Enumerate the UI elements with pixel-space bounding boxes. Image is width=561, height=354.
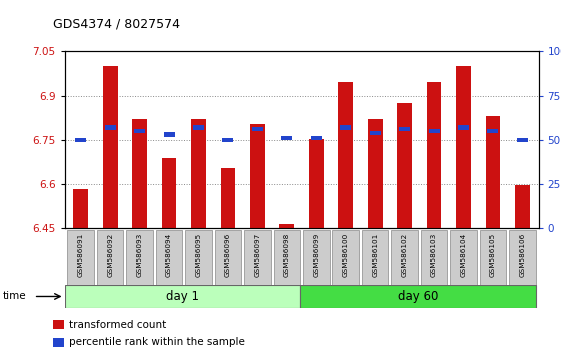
Text: GSM586092: GSM586092 [107, 233, 113, 277]
Text: GSM586101: GSM586101 [372, 233, 378, 277]
Text: GSM586094: GSM586094 [166, 233, 172, 277]
Text: GSM586095: GSM586095 [195, 233, 201, 277]
Bar [397, 103, 412, 228]
Bar [191, 119, 206, 228]
Bar [480, 230, 506, 285]
Bar [362, 230, 388, 285]
Bar [215, 230, 241, 285]
Bar [193, 125, 204, 130]
Bar [126, 230, 153, 285]
Bar [105, 125, 116, 130]
Bar [185, 230, 211, 285]
Bar [162, 158, 176, 228]
Bar [53, 320, 64, 329]
Bar [156, 230, 182, 285]
Bar [300, 285, 536, 308]
Text: GSM586093: GSM586093 [136, 233, 142, 277]
Bar [421, 230, 447, 285]
Text: GDS4374 / 8027574: GDS4374 / 8027574 [53, 17, 180, 30]
Bar [486, 116, 500, 228]
Text: GSM586091: GSM586091 [78, 233, 84, 277]
Bar [429, 129, 440, 133]
Bar [132, 119, 147, 228]
Bar [309, 139, 324, 228]
Bar [340, 125, 351, 130]
Bar [163, 132, 174, 137]
Text: GSM586098: GSM586098 [284, 233, 290, 277]
Bar [399, 127, 410, 131]
Bar [427, 82, 442, 228]
Text: time: time [3, 291, 26, 302]
Bar [67, 230, 94, 285]
Bar [222, 138, 233, 142]
Text: GSM586097: GSM586097 [254, 233, 260, 277]
Bar [274, 230, 300, 285]
Bar [311, 136, 322, 140]
Bar [333, 230, 359, 285]
Text: day 1: day 1 [166, 290, 199, 303]
Text: GSM586105: GSM586105 [490, 233, 496, 277]
Text: GSM586102: GSM586102 [402, 233, 408, 277]
Text: GSM586106: GSM586106 [519, 233, 525, 277]
Bar [370, 131, 381, 135]
Bar [509, 230, 536, 285]
Bar [65, 285, 300, 308]
Bar [456, 66, 471, 228]
Bar [450, 230, 477, 285]
Bar [517, 138, 528, 142]
Bar [281, 136, 292, 140]
Bar [392, 230, 418, 285]
Text: GSM586103: GSM586103 [431, 233, 437, 277]
Bar [250, 124, 265, 228]
Bar [73, 188, 88, 228]
Bar [279, 224, 294, 228]
Text: day 60: day 60 [398, 290, 438, 303]
Bar [252, 127, 263, 131]
Bar [134, 129, 145, 133]
Bar [103, 66, 117, 228]
Bar [75, 138, 86, 142]
Text: GSM586099: GSM586099 [313, 233, 319, 277]
Text: GSM586104: GSM586104 [461, 233, 467, 277]
Bar [368, 119, 383, 228]
Bar [53, 338, 64, 347]
Text: percentile rank within the sample: percentile rank within the sample [69, 337, 245, 347]
Text: GSM586096: GSM586096 [225, 233, 231, 277]
Bar [488, 129, 498, 133]
Bar [458, 125, 469, 130]
Text: transformed count: transformed count [69, 320, 166, 330]
Text: GSM586100: GSM586100 [343, 233, 349, 277]
Bar [97, 230, 123, 285]
Bar [220, 168, 235, 228]
Bar [338, 82, 353, 228]
Bar [303, 230, 329, 285]
Bar [515, 185, 530, 228]
Bar [244, 230, 270, 285]
